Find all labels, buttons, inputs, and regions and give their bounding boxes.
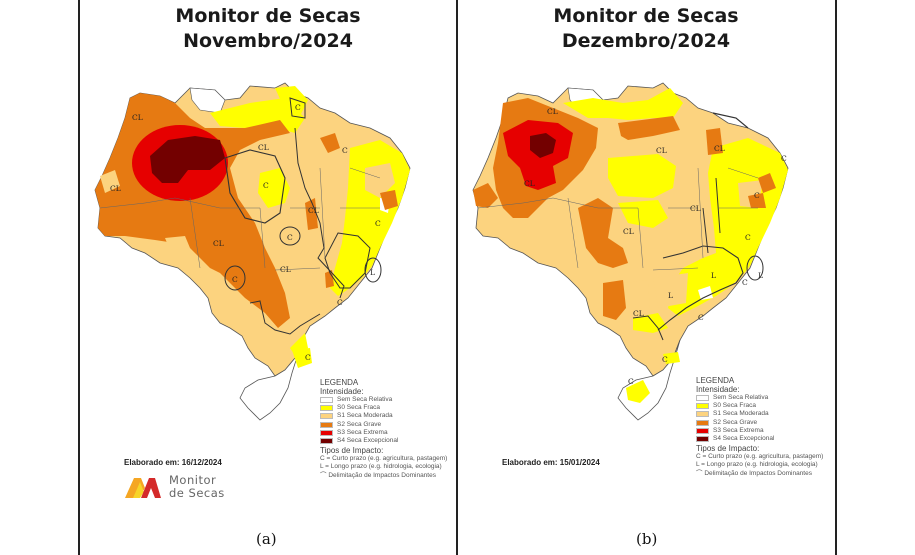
legend-intensity-heading: Intensidade: [696,385,740,394]
impact-label: CL [714,144,725,153]
left-frame-border [78,0,80,555]
impact-label: C [698,313,704,322]
legend-item: S3 Seca Extrema [320,429,447,437]
legend-item: Sem Seca Relativa [320,396,447,404]
impact-label: C [295,103,301,112]
map-title: Monitor de Secas Dezembro/2024 [458,4,834,54]
legend-intensity-heading: Intensidade: [320,387,364,396]
legend-item: S1 Seca Moderada [320,412,447,420]
impact-label: L [668,291,673,300]
panel-november-2024: Monitor de Secas Novembro/2024 [80,0,456,555]
drought-map-brazil: CL CL CL CL CL CL CL C C C L C L L C C C [472,82,789,421]
drought-map-brazil: CL CL CL C C CL C C CL CL C C L C C [94,82,411,421]
legend: LEGENDA Intensidade: Sem Seca Relativa S… [320,378,447,480]
legend-impact-line: ⌒ Delimitação de Impactos Dominantes [696,469,812,477]
legend-title: LEGENDA [320,378,359,387]
contour-line-icon: ⌒ [696,469,705,477]
impact-label: CL [524,179,535,188]
impact-label: CL [258,143,269,152]
monitor-de-secas-logo: Monitor de Secas [123,474,225,500]
impact-label: L [758,271,763,280]
impact-label: CL [280,265,291,274]
impact-label: C [662,355,668,364]
impact-label: L [711,271,716,280]
logo-text-line1: Monitor [169,473,217,487]
legend-impact-long: L = Longo prazo (e.g. hidrologia, ecolog… [320,463,442,471]
title-line-1: Monitor de Secas [175,5,361,27]
legend-item: Sem Seca Relativa [696,394,823,402]
impact-label: C [742,278,748,287]
impact-label: CL [132,113,143,122]
impact-label: C [287,233,293,242]
center-divider [456,0,458,555]
impact-label: C [342,146,348,155]
legend-item: S0 Seca Fraca [320,404,447,412]
legend-item: S4 Seca Excepcional [696,435,823,443]
contour-line-icon: ⌒ [320,471,329,479]
impact-label: C [754,191,760,200]
legend-impact-short: C = Curto prazo (e.g. agricultura, pasta… [696,453,824,461]
legend-impact-line: ⌒ Delimitação de Impactos Dominantes [320,471,436,479]
impact-label: C [375,219,381,228]
impact-label: C [305,353,311,362]
impact-label: CL [690,204,701,213]
legend-item: S2 Seca Grave [320,421,447,429]
logo-mark-icon [125,478,161,498]
impact-label: C [263,181,269,190]
title-line-2: Dezembro/2024 [561,30,731,52]
legend-impact-long: L = Longo prazo (e.g. hidrologia, ecolog… [696,461,818,469]
legend-impact-heading: Tipos de Impacto: [320,446,384,456]
impact-label: C [628,377,634,386]
legend-item: S1 Seca Moderada [696,410,823,418]
legend-item: S0 Seca Fraca [696,402,823,410]
legend-impact-short: C = Curto prazo (e.g. agricultura, pasta… [320,455,448,463]
legend-item: S4 Seca Excepcional [320,437,447,445]
impact-label: L [370,268,375,277]
map-title: Monitor de Secas Novembro/2024 [80,4,456,54]
impact-label: CL [110,184,121,193]
caption: (a) [256,530,277,548]
impact-label: CL [213,239,224,248]
legend-impact-heading: Tipos de Impacto: [696,444,760,454]
impact-label: CL [547,107,558,116]
logo-text-line2: de Secas [169,486,225,500]
title-line-2: Novembro/2024 [183,30,353,52]
elaborado-date: Elaborado em: 15/01/2024 [502,458,600,467]
right-frame-border [835,0,837,555]
impact-label: C [337,298,343,307]
legend-item: S3 Seca Extrema [696,427,823,435]
impact-label: C [781,154,787,163]
legend-item: S2 Seca Grave [696,419,823,427]
caption: (b) [636,530,658,548]
impact-label: CL [656,146,667,155]
elaborado-date: Elaborado em: 16/12/2024 [124,458,222,467]
panel-december-2024: Monitor de Secas Dezembro/2024 [458,0,834,555]
impact-label: CL [633,309,644,318]
impact-label: CL [308,206,319,215]
impact-label: CL [623,227,634,236]
legend: LEGENDA Intensidade: Sem Seca Relativa S… [696,376,823,478]
title-line-1: Monitor de Secas [553,5,739,27]
legend-title: LEGENDA [696,376,735,385]
impact-label: C [232,275,238,284]
impact-label: C [745,233,751,242]
